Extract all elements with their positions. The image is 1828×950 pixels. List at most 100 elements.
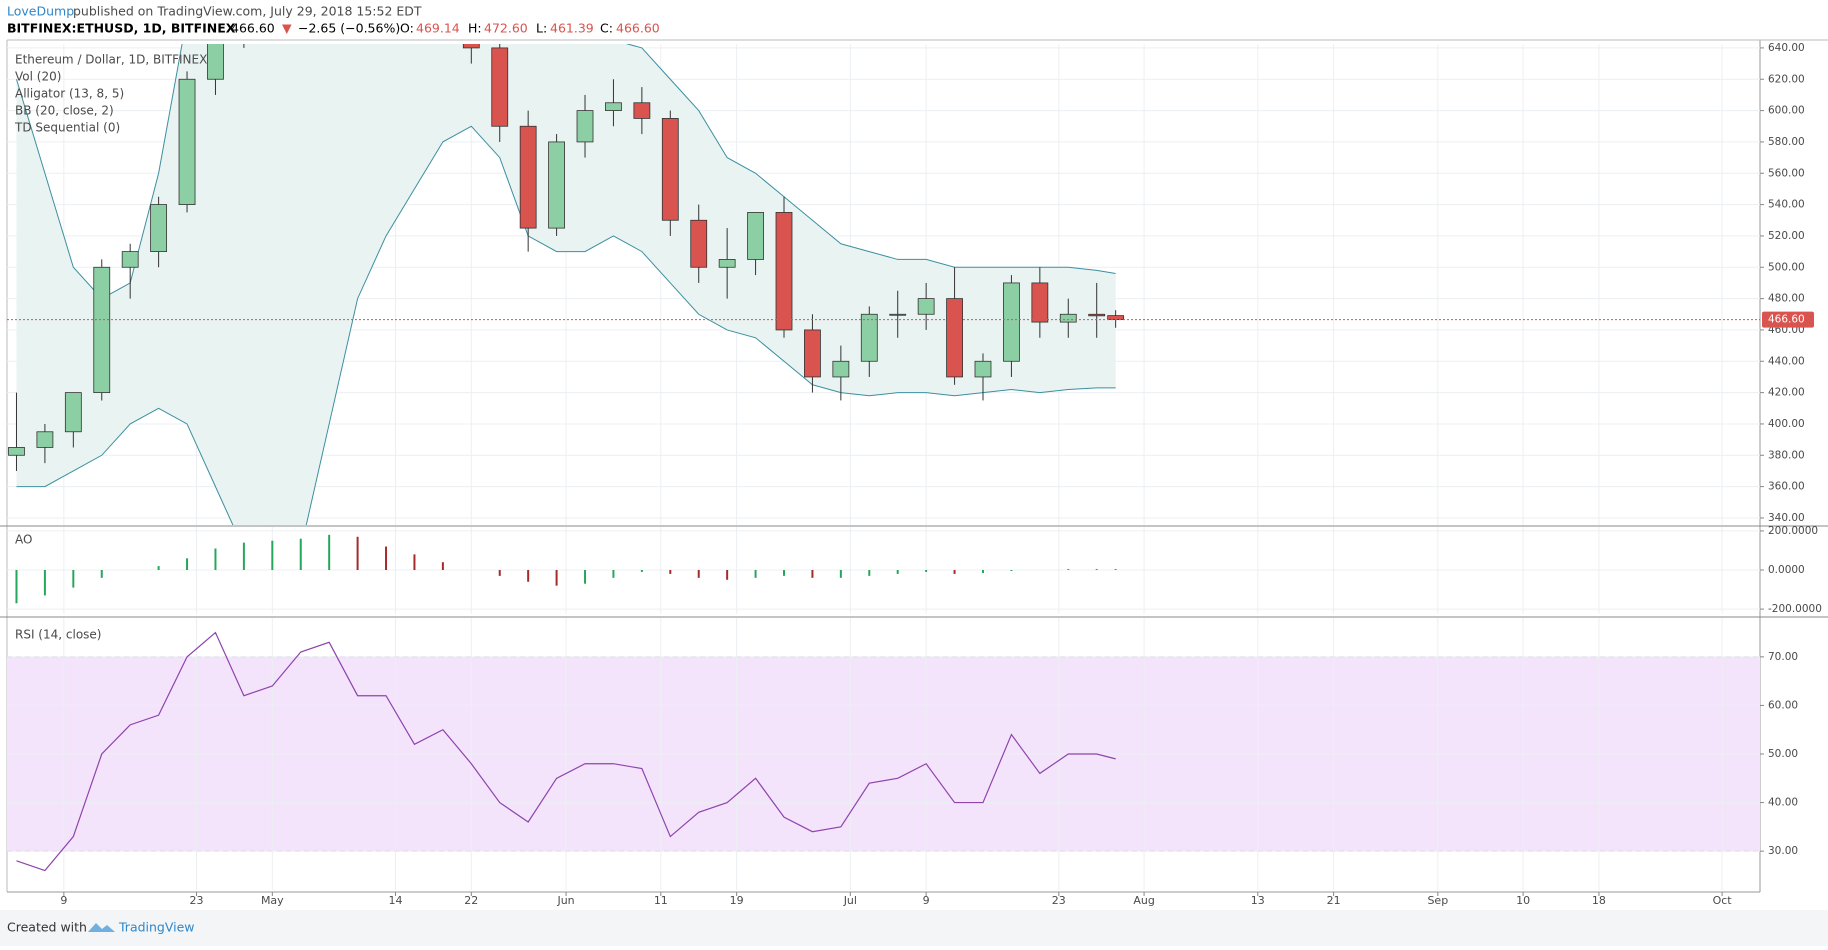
pane-title: AO: [15, 533, 32, 547]
candle-body: [1059, 313, 1077, 323]
candle-body: [1003, 282, 1020, 362]
y-tick-label: 540.00: [1768, 199, 1805, 211]
high-value: 472.60: [484, 21, 528, 36]
y-tick-label: 500.00: [1768, 261, 1805, 273]
x-tick-label: 10: [1516, 894, 1530, 907]
candle-body: [804, 329, 821, 378]
y-tick-label: 60.00: [1768, 699, 1798, 711]
last-price-label: 466.60: [1768, 314, 1805, 326]
y-tick-label: 30.00: [1768, 845, 1798, 857]
low-value: 461.39: [550, 21, 594, 36]
y-tick-label: 380.00: [1768, 449, 1805, 461]
x-tick-label: 14: [389, 894, 403, 907]
y-tick-label: 640.00: [1768, 42, 1805, 54]
open-label: O:: [400, 21, 414, 36]
indicator-legend: Vol (20): [15, 70, 61, 84]
y-tick-label: 50.00: [1768, 748, 1798, 760]
candle-body: [1088, 313, 1106, 317]
candle-body: [576, 110, 594, 143]
candle-body: [860, 313, 878, 362]
indicator-legend: Alligator (13, 8, 5): [15, 87, 124, 101]
close-value: 466.60: [616, 21, 660, 36]
bollinger-band: [15, 44, 1116, 300]
candle-body: [832, 360, 850, 378]
x-tick-label: 21: [1327, 894, 1341, 907]
candle-body: [548, 141, 565, 229]
candle-body: [974, 360, 992, 378]
tradingview-logo: [88, 923, 115, 932]
y-tick-label: 420.00: [1768, 387, 1805, 399]
high-label: H:: [468, 21, 482, 36]
y-tick-label: 440.00: [1768, 355, 1805, 367]
candle-body: [747, 212, 764, 260]
y-tick-label: 0.0000: [1768, 564, 1805, 576]
candle-body: [889, 313, 907, 316]
y-tick-label: 520.00: [1768, 230, 1805, 242]
y-tick-label: 200.0000: [1768, 525, 1818, 537]
change-arrow: ▼: [282, 21, 292, 36]
candle-body: [690, 219, 708, 268]
candle-body: [207, 44, 224, 80]
candle-body: [519, 125, 537, 229]
footer-bar: [0, 910, 1828, 946]
bb-fill: [16, 44, 1116, 525]
author-link[interactable]: LoveDump: [7, 4, 74, 19]
x-tick-label: 18: [1592, 894, 1606, 907]
x-tick-label: Sep: [1427, 894, 1448, 907]
candle-body: [491, 47, 509, 127]
low-label: L:: [536, 21, 547, 36]
x-tick-label: 23: [1052, 894, 1066, 907]
candle-body: [1031, 282, 1049, 323]
candle-body: [150, 204, 168, 252]
x-tick-label: Oct: [1713, 894, 1733, 907]
x-tick-label: 9: [60, 894, 67, 907]
x-tick-label: 9: [923, 894, 930, 907]
x-tick-label: 22: [464, 894, 478, 907]
y-tick-label: 560.00: [1768, 167, 1805, 179]
bollinger-band: [16, 125, 1116, 525]
change: −2.65 (−0.56%): [298, 21, 400, 36]
candle-body: [633, 102, 651, 119]
y-tick-label: 340.00: [1768, 512, 1805, 524]
candle-body: [64, 392, 82, 433]
symbol: BITFINEX:ETHUSD, 1D, BITFINEX: [7, 21, 236, 36]
chart-title: Ethereum / Dollar, 1D, BITFINEX: [15, 53, 207, 67]
candle-body: [121, 251, 139, 268]
y-tick-label: 360.00: [1768, 481, 1805, 493]
candle-body: [93, 266, 111, 394]
x-tick-label: Jun: [556, 894, 574, 907]
y-tick-label: 480.00: [1768, 293, 1805, 305]
indicator-legend: TD Sequential (0): [14, 121, 120, 135]
candle-body: [462, 44, 480, 49]
x-tick-label: 11: [654, 894, 668, 907]
open-value: 469.14: [416, 21, 460, 36]
y-tick-label: 70.00: [1768, 651, 1798, 663]
y-tick-label: 620.00: [1768, 73, 1805, 85]
candle-body: [775, 212, 793, 331]
y-tick-label: 40.00: [1768, 797, 1798, 809]
published-text: published on TradingView.com, July 29, 2…: [73, 4, 422, 19]
x-tick-label: 23: [190, 894, 204, 907]
candle-body: [661, 118, 679, 221]
close-label: C:: [600, 21, 613, 36]
pane: [8, 44, 1125, 525]
pane-title: RSI (14, close): [15, 628, 101, 642]
x-tick-label: Aug: [1133, 894, 1154, 907]
x-tick-label: 19: [730, 894, 744, 907]
candle-body: [718, 259, 736, 268]
last-price: 466.60: [231, 21, 275, 36]
candle-body: [178, 78, 196, 205]
candle-body: [36, 431, 54, 448]
y-tick-label: -200.0000: [1768, 603, 1822, 615]
last-price-tag: [1762, 311, 1814, 328]
pane: [16, 631, 1116, 872]
x-tick-label: May: [261, 894, 284, 907]
footer-brand[interactable]: TradingView: [118, 920, 195, 935]
indicator-legend: BB (20, close, 2): [15, 104, 114, 118]
candle-body: [8, 447, 25, 456]
rsi-line: [16, 631, 1116, 872]
y-tick-label: 400.00: [1768, 418, 1805, 430]
candle-body: [946, 298, 963, 378]
